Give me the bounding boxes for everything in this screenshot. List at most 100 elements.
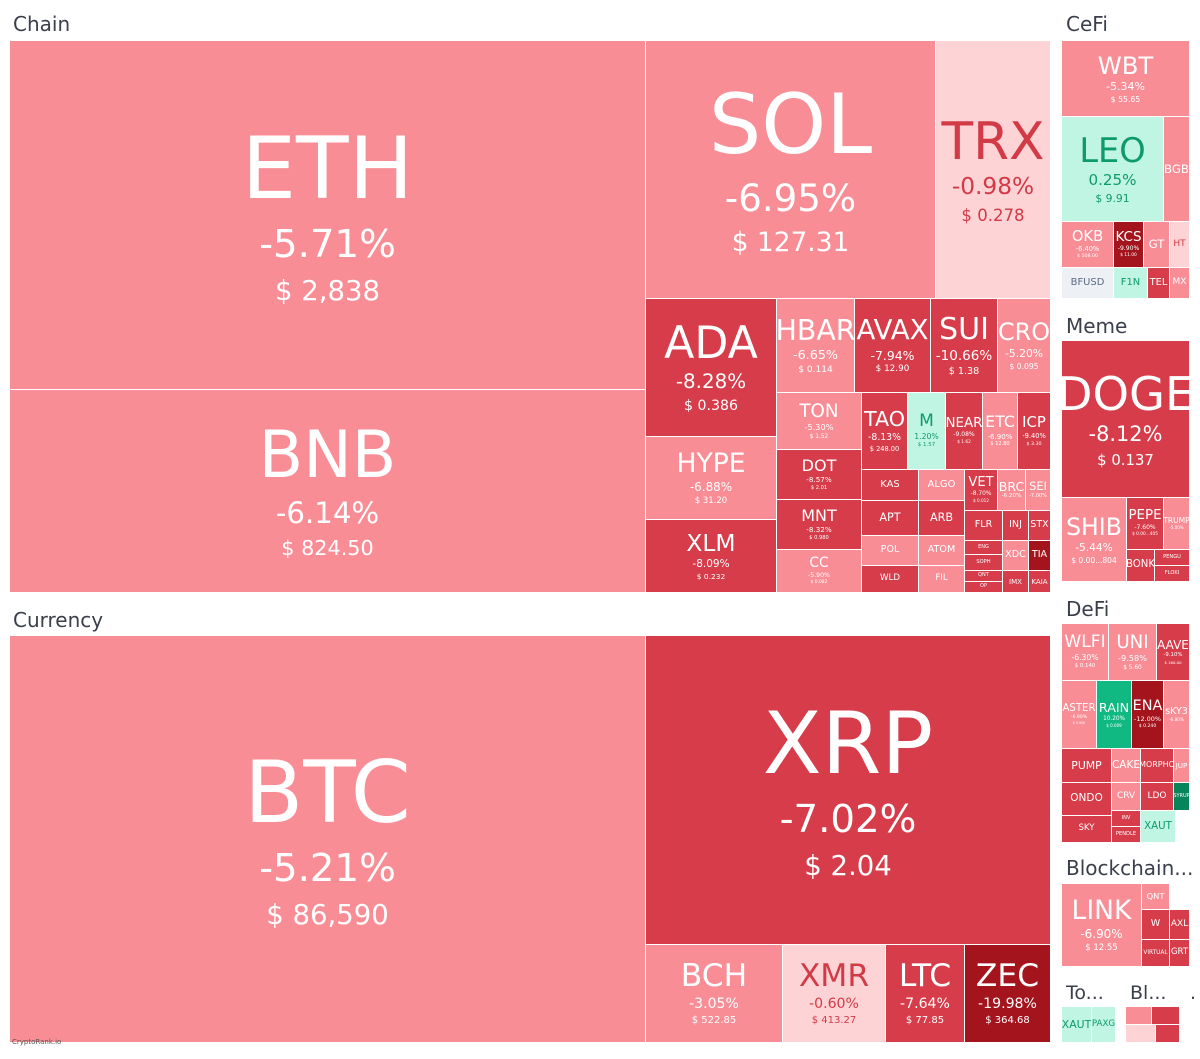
tile-symbol: LTC — [898, 958, 952, 995]
tile-grt[interactable]: GRT — [1170, 940, 1190, 967]
tile-shib[interactable]: SHIB -5.44% $ 0.00...804 — [1062, 498, 1127, 582]
tile-wld[interactable]: WLD — [862, 566, 919, 593]
tile-ondo[interactable]: ONDO — [1062, 783, 1112, 816]
tile-trx[interactable]: TRX -0.98% $ 0.278 — [936, 41, 1051, 299]
tile-pendle[interactable]: PENDLE — [1112, 827, 1141, 843]
tile-hype[interactable]: HYPE -6.88% $ 31.20 — [646, 437, 777, 520]
tile-m[interactable]: M 1.20% $ 1.57 — [908, 393, 946, 470]
tile-inj[interactable]: INJ — [1003, 511, 1029, 541]
tile-fil[interactable]: FIL — [919, 566, 965, 593]
tile-floki[interactable]: FLOKI — [1155, 566, 1190, 582]
tile-sei[interactable]: SEI -7.00% — [1026, 470, 1051, 511]
tile-leo[interactable]: LEO 0.25% $ 9.91 — [1062, 117, 1164, 222]
tile-paxg[interactable]: PAXG — [1092, 1007, 1116, 1043]
tile-cc[interactable]: CC -5.90% $ 0.082 — [777, 550, 862, 593]
tile-ena[interactable]: ENA -12.00% $ 0.240 — [1132, 681, 1164, 749]
tile-ht[interactable]: HT — [1170, 222, 1190, 268]
tile-soph[interactable]: SOPH — [965, 555, 1003, 571]
tile-ada[interactable]: ADA -8.28% $ 0.386 — [646, 299, 777, 437]
tile-rain[interactable]: RAIN 10.20% $ 0.009 — [1097, 681, 1132, 749]
tile-icp[interactable]: ICP -9.40% $ 3.30 — [1018, 393, 1051, 470]
tile-bl-3[interactable] — [1156, 1025, 1180, 1043]
tile-bl-0[interactable] — [1126, 1007, 1152, 1025]
tile-doge[interactable]: DOGE -8.12% $ 0.137 — [1062, 341, 1190, 498]
tile-algo[interactable]: ALGO — [919, 470, 965, 501]
tile-crv[interactable]: CRV — [1112, 783, 1141, 811]
tile-mnt[interactable]: MNT -8.32% $ 0.980 — [777, 500, 862, 550]
tile-tia[interactable]: TIA — [1029, 541, 1051, 571]
tile-pengu[interactable]: PENGU — [1155, 550, 1190, 566]
tile-uni[interactable]: UNI -9.58% $ 5.60 — [1109, 624, 1157, 681]
tile-kaia[interactable]: KAIA — [1029, 571, 1051, 593]
tile-xaut[interactable]: XAUT — [1062, 1007, 1092, 1043]
tile-cro[interactable]: CRO -5.20% $ 0.095 — [998, 299, 1051, 393]
tile-op[interactable]: OP — [965, 582, 1003, 593]
tile-wlfi[interactable]: WLFI -6.30% $ 0.140 — [1062, 624, 1109, 681]
tile-w[interactable]: W — [1142, 910, 1170, 940]
tile-xmr[interactable]: XMR -0.60% $ 413.27 — [783, 945, 886, 1043]
tile-flr[interactable]: FLR — [965, 511, 1003, 541]
tile-atom[interactable]: ATOM — [919, 536, 965, 566]
tile-inv[interactable]: INV — [1112, 811, 1141, 827]
tile-pump[interactable]: PUMP — [1062, 749, 1112, 783]
tile-okb[interactable]: OKB -6.40% $ 108.00 — [1062, 222, 1114, 268]
tile-tao[interactable]: TAO -8.13% $ 248.00 — [862, 393, 908, 470]
tile-pepe[interactable]: PEPE -7.60% $ 0.00...405 — [1127, 498, 1164, 550]
tile-qnt[interactable]: QNT — [1142, 884, 1170, 910]
tile-gt[interactable]: GT — [1144, 222, 1170, 268]
tile-eng[interactable]: ENG — [965, 541, 1003, 555]
tile-eth[interactable]: ETH -5.71% $ 2,838 — [10, 41, 646, 390]
tile-dot[interactable]: DOT -8.57% $ 2.01 — [777, 450, 862, 500]
tile-hbar[interactable]: HBAR -6.65% $ 0.114 — [777, 299, 855, 393]
tile-kas[interactable]: KAS — [862, 470, 919, 501]
tile-bl-1[interactable] — [1152, 1007, 1180, 1025]
tile-etc[interactable]: ETC -6.90% $ 12.80 — [983, 393, 1018, 470]
tile-brc[interactable]: BRC -6.20% — [998, 470, 1026, 511]
tile-sky[interactable]: SKY — [1062, 816, 1112, 843]
tile-mx[interactable]: MX — [1170, 268, 1190, 299]
tile-trump[interactable]: TRUMP -5.80% — [1164, 498, 1190, 550]
tile-syrup[interactable]: SYRUP — [1174, 783, 1190, 811]
tile-imx[interactable]: IMX — [1003, 571, 1029, 593]
tile-stx[interactable]: STX — [1029, 511, 1051, 541]
tile-bnb[interactable]: BNB -6.14% $ 824.50 — [10, 390, 646, 593]
tile-vet[interactable]: VET -8.70% $ 0.012 — [965, 470, 998, 511]
tile-virtual[interactable]: VIRTUAL — [1142, 940, 1170, 967]
tile-xlm[interactable]: XLM -8.09% $ 0.232 — [646, 520, 777, 593]
tile-axl[interactable]: AXL — [1170, 910, 1190, 940]
tile-near[interactable]: NEAR -9.08% $ 1.62 — [946, 393, 983, 470]
tile-aster[interactable]: ASTER -6.90% $ 0.950 — [1062, 681, 1097, 749]
tile-sui[interactable]: SUI -10.66% $ 1.38 — [931, 299, 998, 393]
tile-bch[interactable]: BCH -3.05% $ 522.85 — [646, 945, 783, 1043]
tile-qnt[interactable]: QNT — [965, 571, 1003, 582]
tile-wbt[interactable]: WBT -5.34% $ 55.65 — [1062, 41, 1190, 117]
group-title-currency: Currency — [13, 608, 104, 632]
tile-avax[interactable]: AVAX -7.94% $ 12.90 — [855, 299, 931, 393]
tile-link[interactable]: LINK -6.90% $ 12.55 — [1062, 884, 1142, 967]
tile-kcs[interactable]: KCS -9.90% $ 11.00 — [1114, 222, 1144, 268]
tile-bgb[interactable]: BGB — [1164, 117, 1190, 222]
tile-ton[interactable]: TON -5.30% $ 1.52 — [777, 393, 862, 450]
tile-ltc[interactable]: LTC -7.64% $ 77.85 — [886, 945, 965, 1043]
tile-sol[interactable]: SOL -6.95% $ 127.31 — [646, 41, 936, 299]
tile-btc[interactable]: BTC -5.21% $ 86,590 — [10, 636, 646, 1043]
tile-arb[interactable]: ARB — [919, 501, 965, 536]
tile-symbol: DOT — [801, 455, 837, 475]
tile-f1n[interactable]: F1N — [1114, 268, 1148, 299]
tile-xdc[interactable]: XDC — [1003, 541, 1029, 571]
tile-pol[interactable]: POL — [862, 536, 919, 566]
tile-morpho[interactable]: MORPHO — [1141, 749, 1174, 783]
tile-bl-2[interactable] — [1126, 1025, 1156, 1043]
tile-jup[interactable]: JUP — [1174, 749, 1190, 783]
tile-bonk[interactable]: BONK — [1127, 550, 1155, 582]
tile-xaut[interactable]: XAUT — [1141, 811, 1176, 843]
tile-xrp[interactable]: XRP -7.02% $ 2.04 — [646, 636, 1051, 945]
tile-bfusd[interactable]: BFUSD — [1062, 268, 1114, 299]
tile-apt[interactable]: APT — [862, 501, 919, 536]
tile-ldo[interactable]: LDO — [1141, 783, 1174, 811]
tile-cake[interactable]: CAKE — [1112, 749, 1141, 783]
tile-tel[interactable]: TEL — [1148, 268, 1170, 299]
tile-sky3[interactable]: sKY3 -6.80% — [1164, 681, 1190, 749]
tile-aave[interactable]: AAVE -9.10% $ 160.00 — [1157, 624, 1190, 681]
tile-zec[interactable]: ZEC -19.98% $ 364.68 — [965, 945, 1051, 1043]
